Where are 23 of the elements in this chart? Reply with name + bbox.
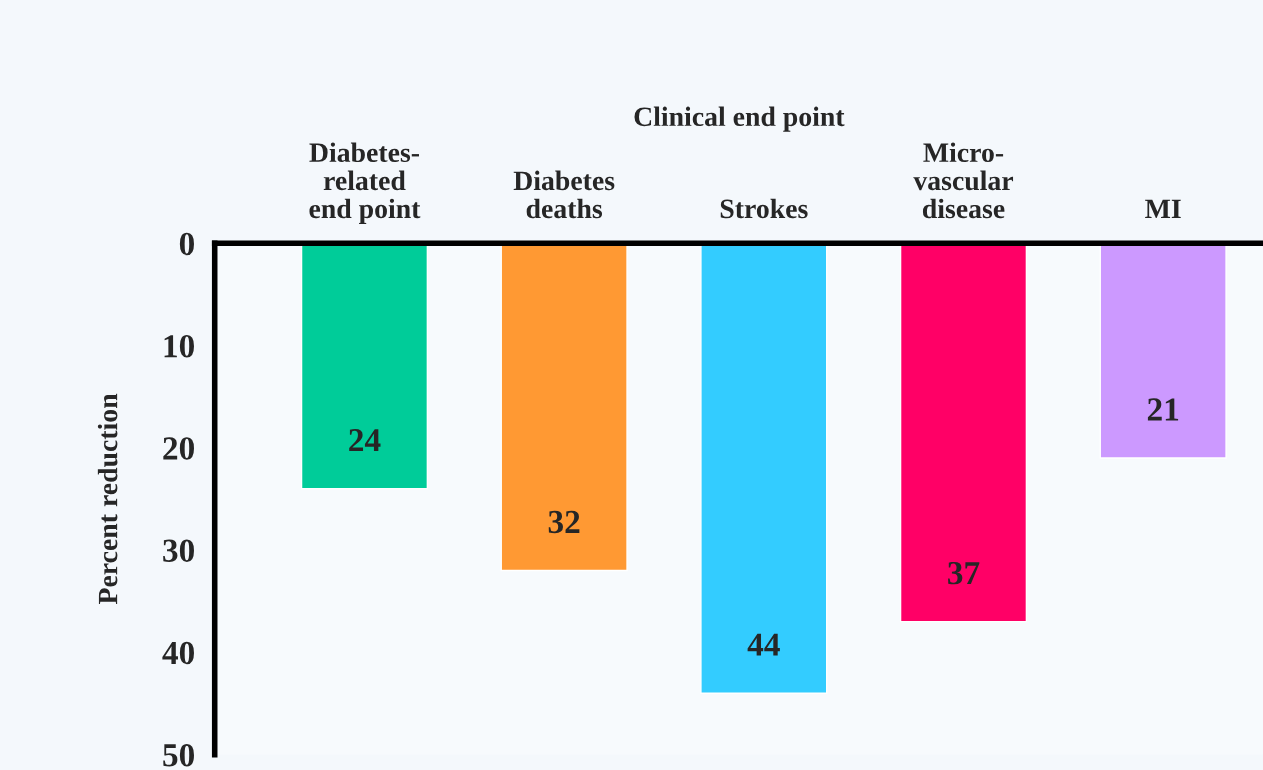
data-label: 21	[1147, 398, 1179, 421]
bar	[700, 243, 828, 694]
data-label: 24	[349, 429, 381, 452]
y-tick-label: 40	[162, 641, 194, 665]
y-tick-label: 50	[163, 744, 194, 767]
x-tick-label: MI	[1145, 199, 1181, 218]
x-tick-label: Diabetes deaths	[513, 170, 615, 219]
x-tick-label: Diabetes- related end point	[309, 142, 421, 224]
data-label: 37	[948, 561, 980, 585]
x-tick-label: Strokes	[720, 198, 808, 219]
data-label: 44	[747, 633, 780, 656]
bar	[300, 243, 429, 490]
bar	[1099, 243, 1227, 459]
data-label: 32	[548, 510, 580, 534]
bar	[500, 243, 628, 572]
y-tick-label: 10	[164, 334, 194, 358]
y-tick-label: 20	[163, 437, 194, 460]
y-tick-label: 30	[163, 539, 194, 562]
x-axis-title: Clinical end point	[634, 106, 845, 132]
y-tick-label: 0	[179, 232, 194, 256]
x-tick-label: Micro- vascular disease	[913, 142, 1014, 219]
y-axis-title: Percent reduction	[97, 393, 118, 605]
bar	[899, 243, 1028, 623]
